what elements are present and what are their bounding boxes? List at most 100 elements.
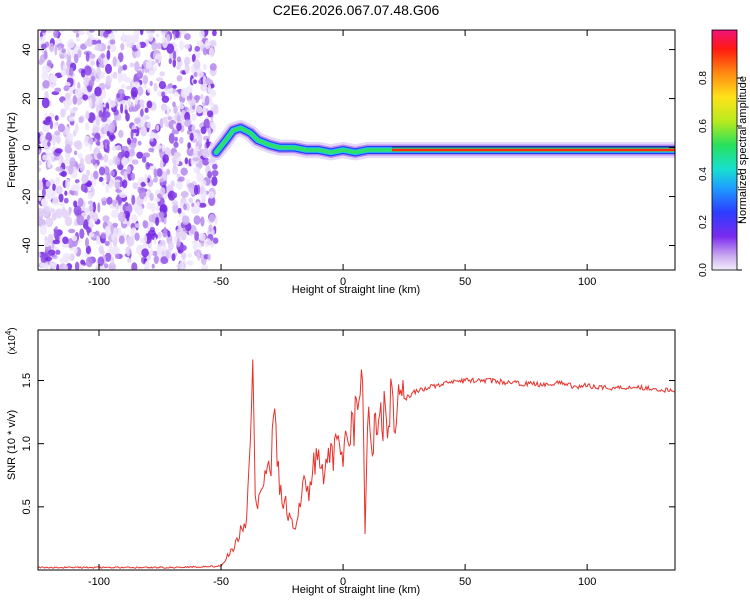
noise-speck	[176, 56, 182, 63]
noise-speck	[168, 132, 175, 144]
noise-speck	[110, 44, 117, 53]
noise-speck	[68, 116, 75, 122]
noise-speck	[112, 247, 121, 254]
noise-speck	[155, 144, 162, 150]
snr-y-ticks: 0.5 1.0 1.5	[21, 373, 675, 514]
noise-speck	[104, 263, 109, 269]
noise-speck	[83, 79, 90, 87]
snr-multiplier-close: )	[7, 327, 18, 330]
y-tick-label: 20	[21, 92, 33, 104]
noise-speck	[47, 141, 51, 147]
spectrogram-panel: -100 -50 0 50 100 -40 -20 0 20 40 Height of stra…	[6, 29, 676, 296]
noise-speck	[88, 232, 95, 238]
noise-speck	[117, 227, 122, 238]
y-tick-label: 0	[21, 144, 33, 150]
noise-speck	[179, 136, 184, 144]
noise-speck	[49, 83, 55, 89]
noise-speck	[155, 59, 159, 64]
noise-speck	[49, 74, 58, 83]
noise-speck	[87, 200, 94, 205]
noise-speck	[69, 253, 75, 262]
noise-speck	[118, 129, 124, 139]
noise-speck	[202, 63, 207, 71]
noise-speck	[137, 140, 142, 146]
noise-speck	[115, 145, 122, 151]
noise-speck	[55, 249, 61, 255]
noise-speck	[155, 42, 162, 50]
noise-speck	[191, 240, 198, 245]
noise-speck	[211, 170, 219, 177]
noise-speck	[56, 263, 60, 270]
noise-speck	[52, 196, 60, 206]
noise-speck	[180, 167, 188, 176]
noise-speck	[124, 34, 132, 41]
noise-speck	[132, 182, 139, 190]
noise-speck	[38, 179, 44, 191]
noise-speck	[92, 201, 96, 213]
noise-speck	[117, 88, 125, 95]
noise-speck	[143, 83, 147, 89]
noise-speck	[153, 237, 157, 245]
noise-speck	[74, 191, 79, 196]
noise-speck	[184, 111, 191, 122]
noise-speck	[151, 263, 155, 269]
noise-speck	[84, 207, 90, 215]
noise-speck	[108, 181, 114, 189]
noise-speck	[167, 116, 172, 121]
noise-speck	[146, 100, 153, 109]
noise-speck	[193, 166, 201, 174]
noise-speck	[149, 80, 153, 87]
noise-speck	[155, 33, 160, 38]
noise-speck	[85, 110, 90, 120]
noise-speck	[90, 159, 96, 164]
noise-speck	[130, 172, 136, 181]
noise-speck	[125, 112, 130, 122]
noise-speck	[132, 129, 139, 133]
noise-speck	[51, 212, 57, 221]
noise-speck	[213, 104, 219, 115]
noise-speck	[54, 148, 63, 154]
noise-speck	[109, 100, 116, 108]
noise-speck	[173, 141, 179, 148]
noise-speck	[200, 185, 205, 195]
noise-speck	[176, 237, 181, 248]
noise-speck	[211, 176, 218, 187]
noise-speck	[39, 262, 46, 268]
noise-speck	[124, 150, 130, 159]
noise-speck	[198, 232, 206, 241]
noise-speck	[159, 162, 164, 168]
noise-speck	[131, 159, 139, 165]
noise-speck	[210, 122, 216, 130]
noise-speck	[92, 126, 100, 134]
noise-speck	[151, 202, 156, 213]
noise-speck	[193, 95, 201, 101]
noise-speck	[41, 71, 49, 81]
snr-x-ticks: -100 -50 0 50 100	[88, 330, 596, 588]
noise-speck	[49, 120, 54, 130]
noise-speck	[138, 41, 147, 48]
noise-speck	[88, 53, 96, 59]
noise-speck	[105, 183, 110, 194]
noise-speck	[118, 211, 126, 223]
y-tick-label: 40	[21, 43, 33, 55]
noise-speck	[177, 219, 181, 226]
noise-speck	[61, 48, 66, 54]
noise-speck	[149, 192, 154, 202]
noise-speck	[153, 255, 159, 264]
noise-speck	[87, 187, 92, 192]
noise-speck	[68, 206, 72, 214]
noise-speck	[64, 143, 72, 154]
noise-speck	[193, 148, 198, 158]
noise-speck	[87, 112, 96, 124]
noise-speck	[85, 245, 91, 255]
noise-speck	[170, 180, 175, 187]
noise-speck	[62, 253, 71, 260]
noise-speck	[118, 235, 125, 245]
noise-speck	[85, 180, 92, 188]
noise-speck	[86, 227, 92, 234]
noise-speck	[38, 160, 43, 166]
noise-speck	[73, 53, 79, 64]
noise-speck	[177, 207, 182, 214]
noise-speck	[192, 132, 198, 140]
noise-speck	[81, 174, 89, 184]
